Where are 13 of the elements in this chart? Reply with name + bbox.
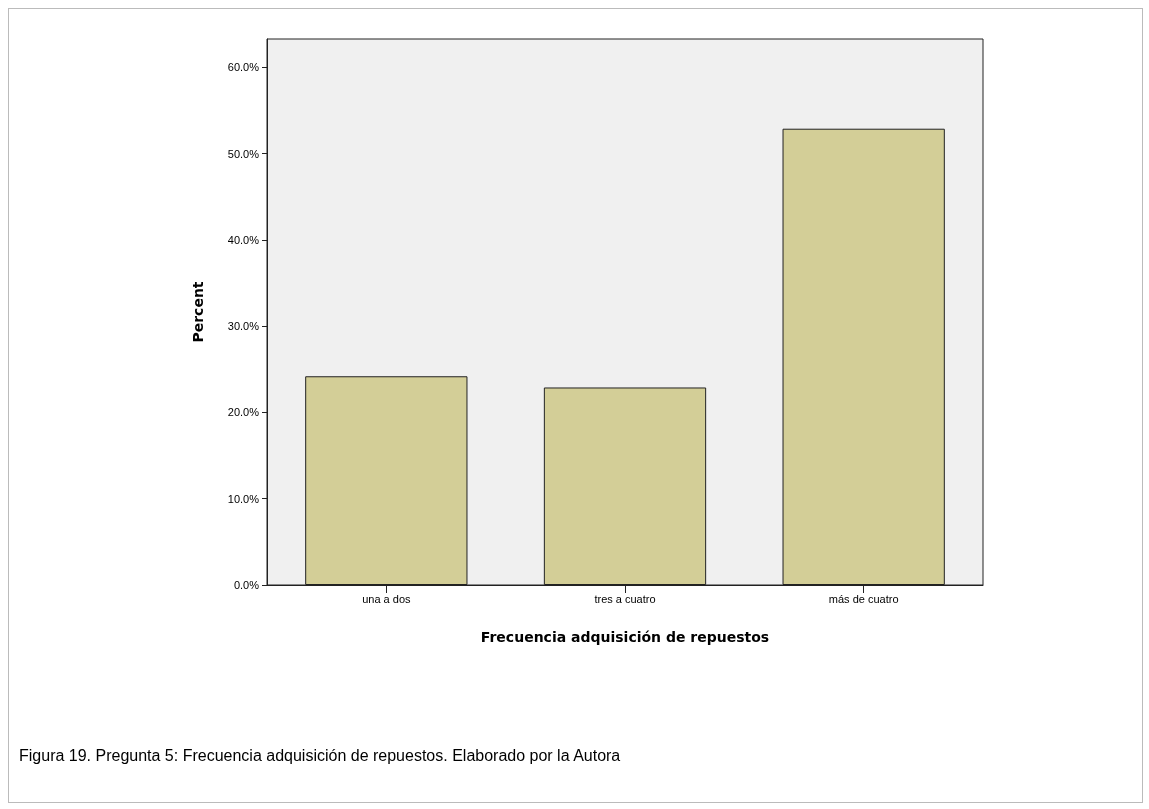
y-tick-label: 60.0% — [227, 61, 260, 74]
x-tick-label: una a dos — [362, 592, 411, 605]
y-tick-label: 50.0% — [227, 147, 260, 160]
y-tick-label: 40.0% — [227, 233, 260, 246]
y-tick-label: 30.0% — [227, 320, 260, 333]
y-axis-title: Percent — [190, 281, 206, 343]
text: Figura 19. Pregunta 5: Frecuencia adquisición de repuestos. Elaborado por la Autora — [19, 747, 621, 765]
x-tick-label: tres a cuatro — [594, 592, 656, 605]
y-tick-label: 20.0% — [227, 406, 260, 419]
y-tick-label: 10.0% — [227, 492, 260, 505]
x-tick-label: más de cuatro — [828, 592, 899, 605]
y-tick-label: 0.0% — [233, 579, 260, 591]
x-axis-title: Frecuencia adquisición de repuestos — [480, 629, 770, 645]
